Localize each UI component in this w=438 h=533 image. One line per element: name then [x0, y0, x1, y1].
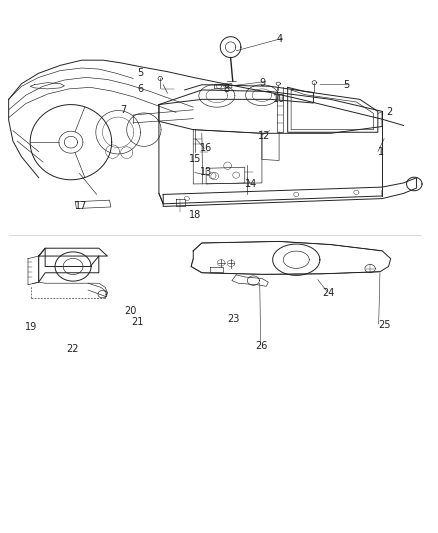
Text: 6: 6 [138, 84, 144, 94]
Text: 7: 7 [120, 105, 127, 115]
Text: 26: 26 [255, 341, 268, 351]
Text: 12: 12 [258, 131, 270, 141]
Text: 9: 9 [260, 78, 266, 87]
Text: 24: 24 [322, 288, 334, 297]
Text: 21: 21 [131, 317, 143, 327]
Text: 10: 10 [272, 94, 285, 104]
Text: 5: 5 [343, 80, 350, 90]
Text: 14: 14 [245, 179, 257, 189]
Text: 22: 22 [66, 344, 78, 354]
Text: 4: 4 [277, 34, 283, 44]
Text: 15: 15 [189, 154, 201, 164]
Text: 2: 2 [386, 107, 392, 117]
Text: 19: 19 [25, 321, 37, 332]
Text: 13: 13 [200, 167, 212, 177]
Text: 17: 17 [75, 201, 88, 211]
Text: 5: 5 [138, 68, 144, 78]
Text: 18: 18 [189, 211, 201, 220]
Text: 16: 16 [200, 143, 212, 154]
Text: 1: 1 [378, 147, 384, 157]
Text: 20: 20 [124, 306, 137, 316]
Text: 8: 8 [223, 84, 230, 94]
Text: 25: 25 [378, 320, 390, 330]
Text: 23: 23 [228, 314, 240, 324]
